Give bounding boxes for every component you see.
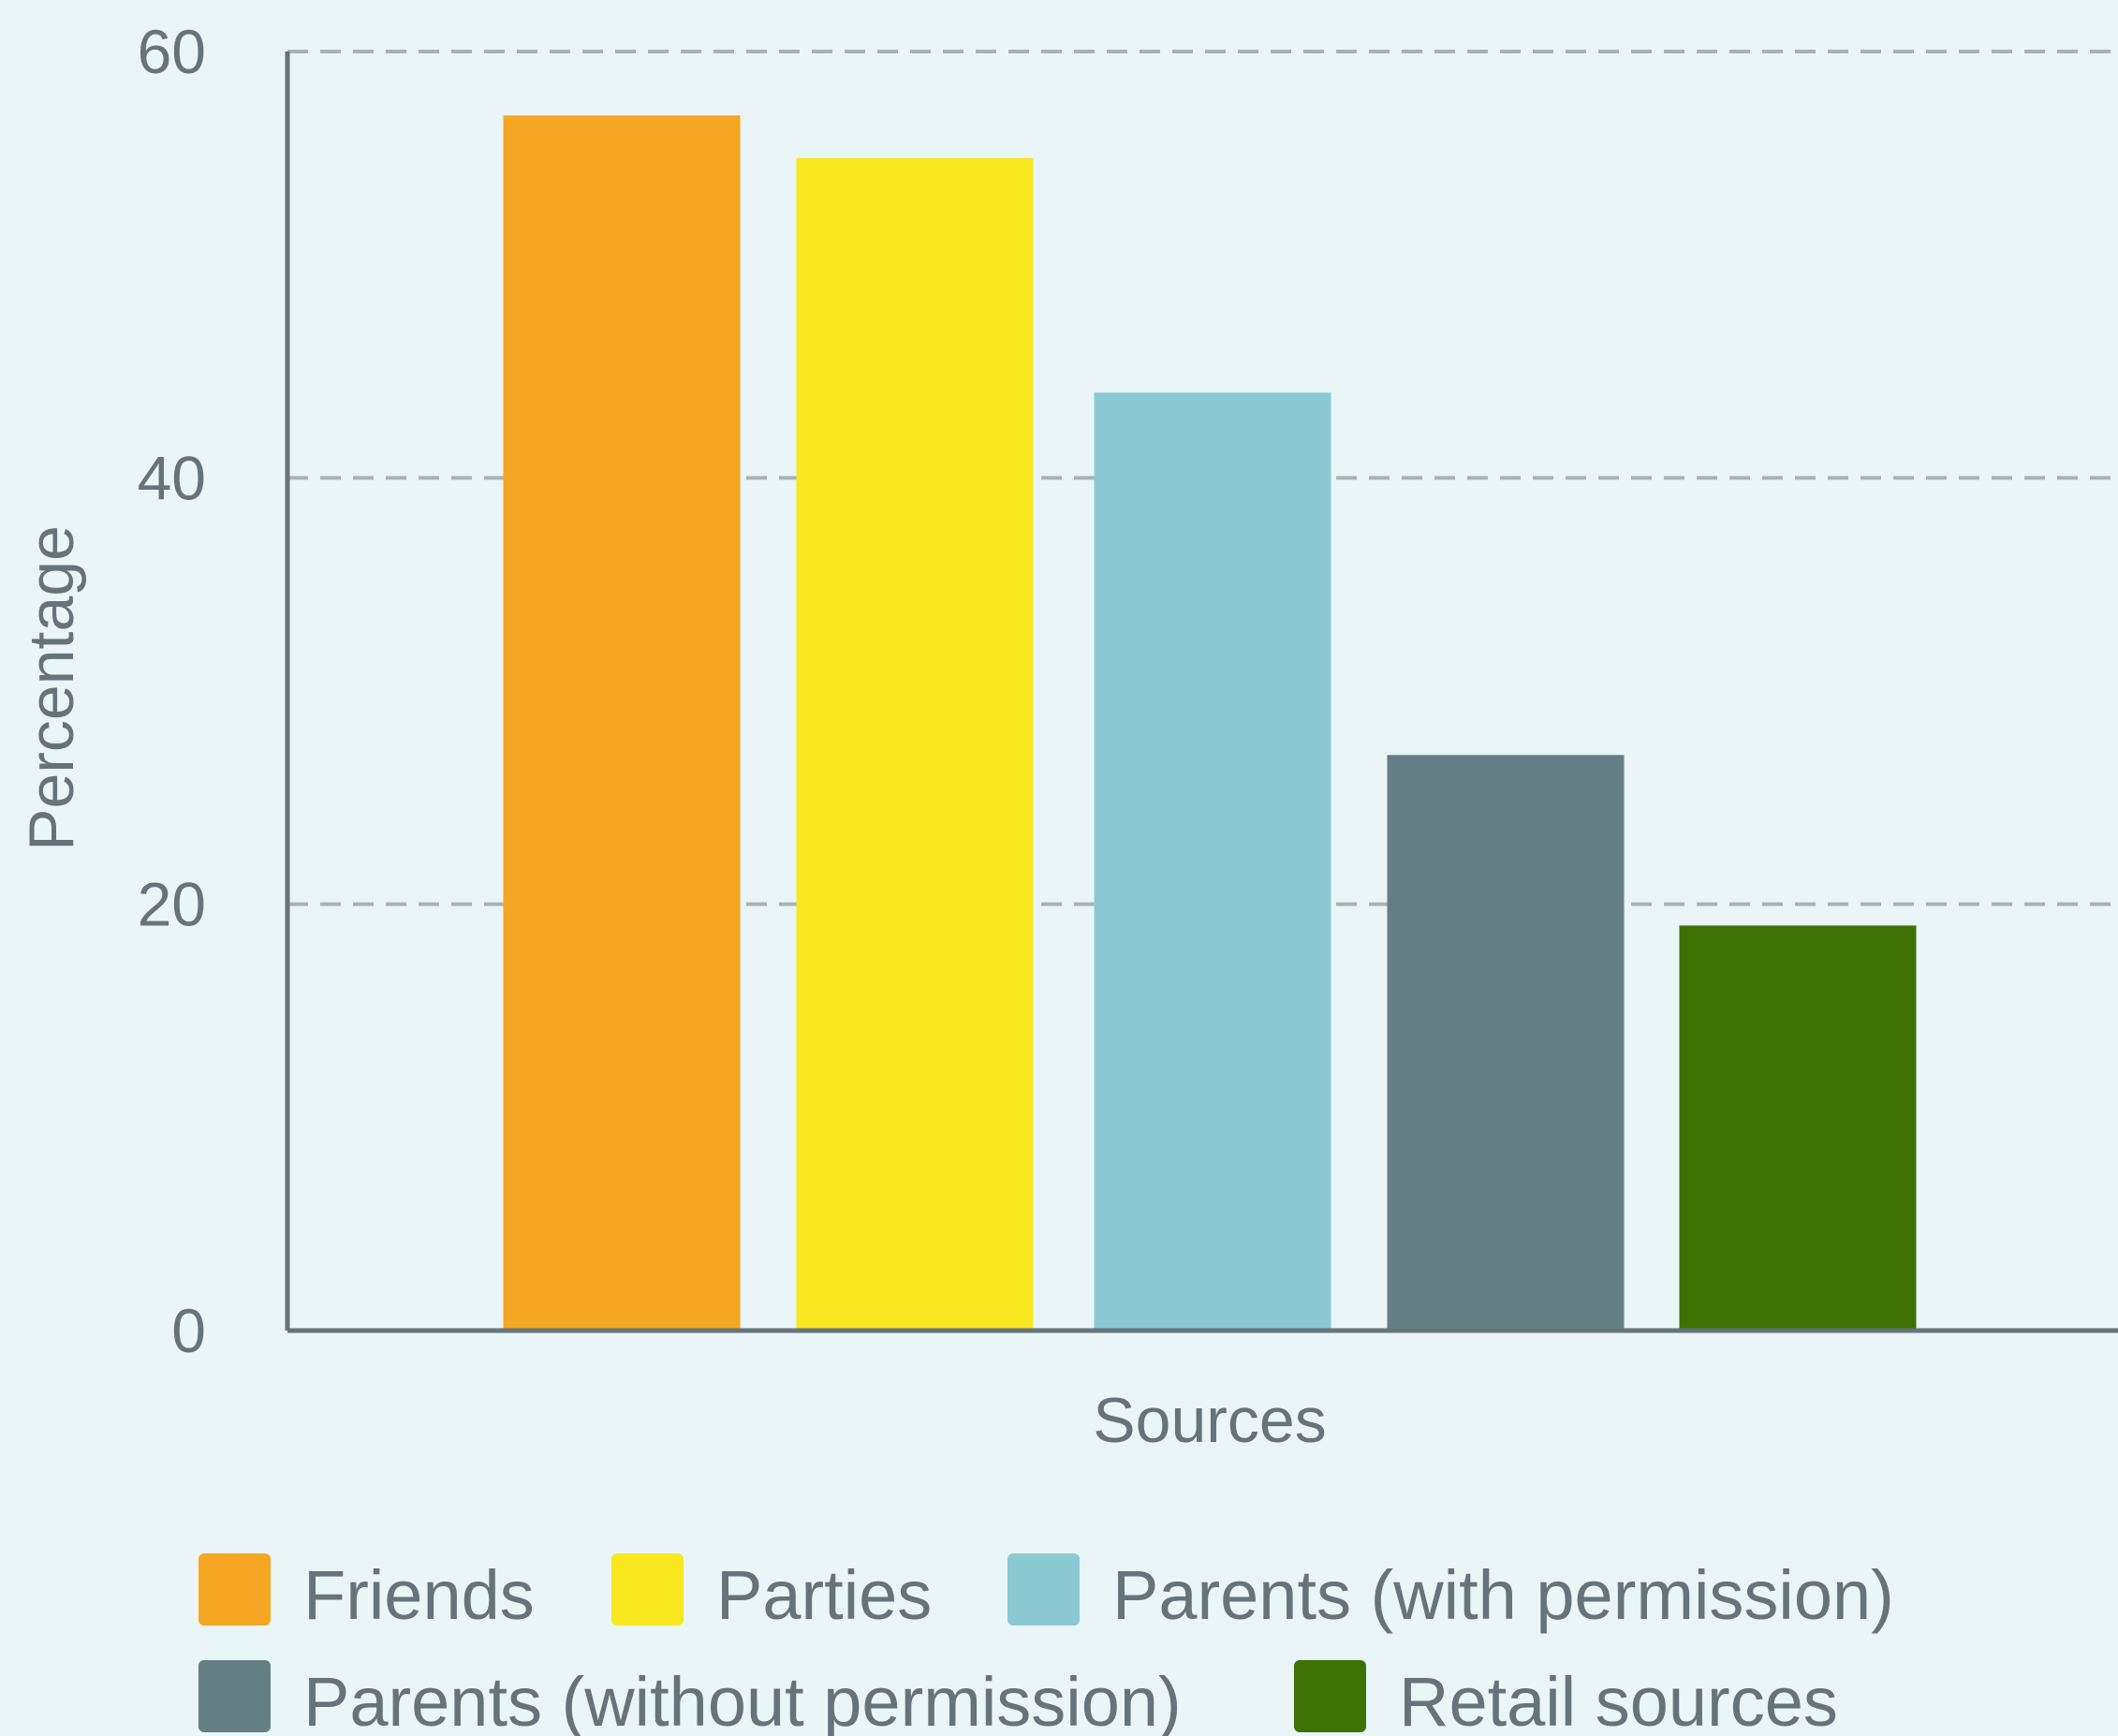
legend-swatch xyxy=(199,1553,271,1626)
y-tick-label: 40 xyxy=(138,443,206,512)
y-axis-title: Percentage xyxy=(16,525,87,851)
legend-label: Parties xyxy=(716,1556,932,1634)
bar-retail-sources xyxy=(1679,925,1917,1331)
legend-label: Parents (with permission) xyxy=(1112,1556,1894,1634)
bar-parents-with-permission xyxy=(1094,392,1331,1331)
legend-label: Parents (without permission) xyxy=(303,1663,1182,1736)
legend-swatch xyxy=(1294,1660,1366,1732)
axes xyxy=(285,51,2118,1333)
y-tick-label: 0 xyxy=(171,1296,206,1365)
legend-swatch xyxy=(1008,1553,1080,1626)
bars xyxy=(503,115,1917,1331)
y-tick-label: 20 xyxy=(138,870,206,939)
bar-parents-without-permission xyxy=(1387,755,1625,1331)
legend-label: Retail sources xyxy=(1399,1663,1838,1736)
y-tick-labels: 0 20 40 60 xyxy=(138,17,206,1365)
y-tick-label: 60 xyxy=(138,17,206,86)
bar-friends xyxy=(503,115,741,1331)
legend-swatch xyxy=(199,1660,271,1732)
legend: Friends Parties Parents (with permission) P… xyxy=(199,1553,1894,1736)
legend-swatch xyxy=(611,1553,684,1626)
bar-parties xyxy=(796,157,1034,1331)
legend-label: Friends xyxy=(303,1556,535,1634)
x-axis-title: Sources xyxy=(1093,1385,1326,1456)
